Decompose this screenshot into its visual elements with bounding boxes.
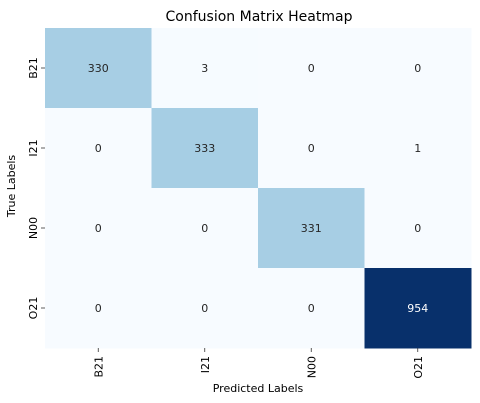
heatmap-cell-o21-b21 xyxy=(45,268,152,349)
cell-value-label: 0 xyxy=(201,222,208,235)
y-axis-label: True Labels xyxy=(5,155,18,219)
y-axis-ticks: B21 I21 N00 O21 xyxy=(27,57,45,319)
cell-value-label: 0 xyxy=(95,222,102,235)
cell-value-label: 0 xyxy=(95,142,102,155)
heatmap-cells xyxy=(45,28,472,349)
cell-value-label: 0 xyxy=(308,62,315,75)
cell-value-label: 3 xyxy=(201,62,208,75)
cell-value-label: 1 xyxy=(414,142,421,155)
y-tick-label-i21: I21 xyxy=(27,139,40,156)
x-tick-label-i21: I21 xyxy=(199,356,212,373)
heatmap-cell-n00-i21 xyxy=(151,188,259,269)
cell-value-label: 0 xyxy=(201,302,208,315)
chart-title: Confusion Matrix Heatmap xyxy=(166,9,353,25)
x-tick-label-b21: B21 xyxy=(92,356,105,378)
cell-value-label: 0 xyxy=(95,302,102,315)
heatmap-cell-o21-o21 xyxy=(364,268,472,349)
y-tick-label-o21: O21 xyxy=(27,297,40,320)
x-axis-ticks: B21 I21 N00 O21 xyxy=(92,348,425,379)
cell-value-label: 333 xyxy=(194,142,215,155)
heatmap-cell-labels: 330 3 0 0 0 333 0 1 0 0 331 0 0 0 0 954 xyxy=(88,62,429,315)
heatmap-cell-o21-n00 xyxy=(258,268,365,349)
x-axis-label: Predicted Labels xyxy=(213,382,304,395)
heatmap-cell-b21-i21 xyxy=(151,28,259,109)
cell-value-label: 0 xyxy=(414,222,421,235)
x-tick-label-n00: N00 xyxy=(305,356,318,378)
heatmap-cell-i21-o21 xyxy=(364,108,472,189)
heatmap-cell-b21-o21 xyxy=(364,28,472,109)
heatmap-cell-i21-n00 xyxy=(258,108,365,189)
cell-value-label: 0 xyxy=(308,142,315,155)
y-tick-label-b21: B21 xyxy=(27,57,40,79)
heatmap-cell-n00-o21 xyxy=(364,188,472,269)
y-tick-label-n00: N00 xyxy=(27,217,40,239)
heatmap-cell-n00-n00 xyxy=(258,188,365,269)
cell-value-label: 330 xyxy=(88,62,109,75)
heatmap-cell-b21-b21 xyxy=(45,28,152,109)
heatmap-cell-n00-b21 xyxy=(45,188,152,269)
heatmap-cell-o21-i21 xyxy=(151,268,259,349)
cell-value-label: 0 xyxy=(308,302,315,315)
cell-value-label: 331 xyxy=(301,222,322,235)
x-tick-label-o21: O21 xyxy=(412,356,425,379)
cell-value-label: 954 xyxy=(407,302,428,315)
heatmap-cell-i21-i21 xyxy=(151,108,259,189)
heatmap-cell-i21-b21 xyxy=(45,108,152,189)
heatmap-cell-b21-n00 xyxy=(258,28,365,109)
cell-value-label: 0 xyxy=(414,62,421,75)
